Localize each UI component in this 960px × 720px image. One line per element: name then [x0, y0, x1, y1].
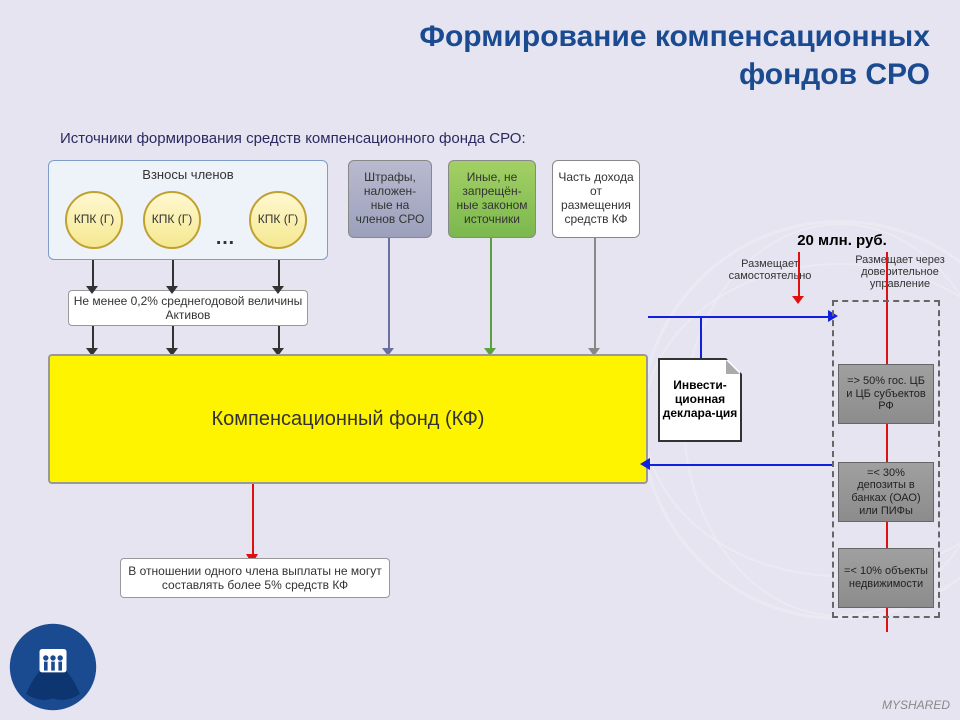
- contributions-title: Взносы членов: [49, 167, 327, 182]
- kpk-circle-2: КПК (Г): [143, 191, 201, 249]
- logo-icon: [8, 622, 98, 712]
- watermark-text: MYSHARED: [882, 698, 950, 712]
- arrow-kpk3-head: [272, 286, 284, 294]
- source-penalties-box: Штрафы, наложен-ные на членов СРО: [348, 160, 432, 238]
- kpk-ellipsis: …: [215, 227, 235, 250]
- title-line-2: фондов СРО: [739, 58, 930, 91]
- arrow-red-down: [252, 484, 254, 558]
- kpk-circle-3: КПК (Г): [249, 191, 307, 249]
- arrow-income-down: [594, 238, 596, 352]
- red-branch-left: [798, 252, 800, 300]
- place-self-label: Размещает самостоятельно: [720, 258, 820, 282]
- doc-corner-fold: [726, 360, 740, 374]
- arrow-kpk1-head: [86, 286, 98, 294]
- red-branch-left-head: [792, 296, 804, 304]
- compensation-fund-box: Компенсационный фонд (КФ): [48, 354, 648, 484]
- page-title: Формирование компенсационных фондов СРО: [200, 18, 930, 93]
- arrow-pen-down: [388, 238, 390, 352]
- declaration-label: Инвести-ционная деклара-ция: [660, 379, 740, 420]
- blue-h2: [648, 464, 834, 466]
- source-other-box: Иные, не запрещён-ные законом источники: [448, 160, 536, 238]
- inv-box-gov: => 50% гос. ЦБ и ЦБ субъектов РФ: [838, 364, 934, 424]
- payout-limit-note: В отношении одного члена выплаты не могу…: [120, 558, 390, 598]
- investment-declaration-doc: Инвести-ционная деклара-ция: [658, 358, 742, 442]
- source-income-box: Часть дохода от размещения средств КФ: [552, 160, 640, 238]
- min-percent-note: Не менее 0,2% среднегодовой величины Акт…: [68, 290, 308, 326]
- limit-20mln-label: 20 млн. руб.: [752, 232, 932, 249]
- arrow-other-down: [490, 238, 492, 352]
- kpk-circle-1: КПК (Г): [65, 191, 123, 249]
- inv-box-realestate: =< 10% объекты недвижимости: [838, 548, 934, 608]
- member-contributions-group: Взносы членов КПК (Г) КПК (Г) … КПК (Г): [48, 160, 328, 260]
- blue-v1: [700, 316, 702, 358]
- title-line-1: Формирование компенсационных: [419, 20, 930, 53]
- blue-h1: [648, 316, 832, 318]
- blue-h2-head: [640, 458, 650, 470]
- inv-box-deposits: =< 30% депозиты в банках (ОАО) или ПИФы: [838, 462, 934, 522]
- section-subtitle: Источники формирования средств компенсац…: [60, 130, 526, 147]
- place-trust-label: Размещает через доверительное управление: [850, 254, 950, 290]
- arrow-kpk2-head: [166, 286, 178, 294]
